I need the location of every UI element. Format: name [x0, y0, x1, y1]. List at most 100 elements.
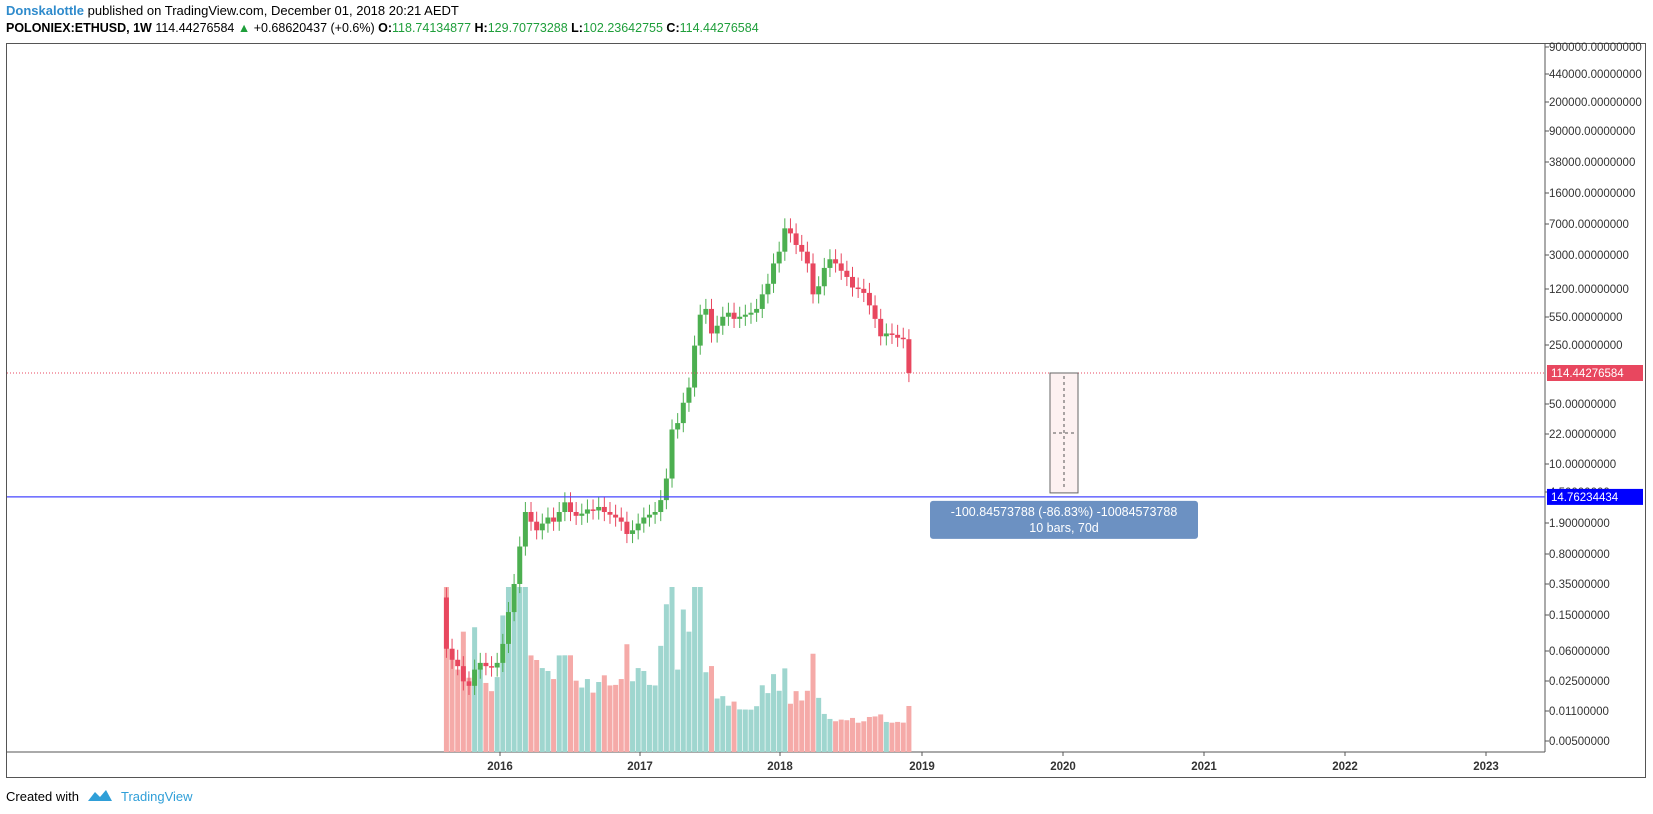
volume-bar: [759, 685, 765, 752]
candle-body: [466, 681, 472, 686]
candle-body: [866, 292, 872, 306]
volume-bar: [692, 587, 698, 752]
candle-body: [714, 325, 720, 334]
candle-body: [505, 612, 511, 644]
y-tick-label: 90000.00000000: [1549, 126, 1635, 138]
candle-body: [630, 530, 636, 534]
candle-body: [765, 283, 771, 295]
candle-body: [799, 244, 805, 252]
y-tick-label: 1.90000000: [1549, 518, 1610, 530]
measure-label-bg: [930, 500, 1198, 539]
volume-bar: [483, 682, 489, 752]
x-tick-label: 2018: [767, 761, 793, 773]
volume-bar: [771, 674, 777, 752]
volume-bar: [737, 709, 743, 752]
close-label: C:: [666, 21, 680, 35]
y-tick-label: 440000.00000000: [1549, 69, 1642, 81]
volume-bar: [500, 615, 506, 752]
candle-body: [601, 506, 607, 513]
candle-body: [855, 287, 861, 290]
candle-body: [742, 314, 748, 317]
candle-body: [725, 312, 731, 317]
volume-bar: [827, 718, 833, 752]
candle-body: [669, 429, 675, 479]
candle-body: [697, 314, 703, 346]
candle-body: [782, 228, 788, 252]
candle-body: [596, 506, 602, 511]
volume-bar: [573, 680, 579, 752]
symbol-info-bar: POLONIEX:ETHUSD, 1W 114.44276584 ▲ +0.68…: [6, 21, 759, 35]
y-tick-label: 0.01100000: [1549, 706, 1609, 718]
volume-bar: [590, 692, 596, 752]
volume-bar: [528, 655, 534, 752]
volume-bar: [607, 685, 613, 752]
candle-body: [776, 251, 782, 264]
author-link[interactable]: Donskalottle: [6, 3, 85, 18]
volume-bar: [517, 587, 523, 752]
volume-bar: [720, 696, 726, 752]
y-axis[interactable]: 900000.00000000 440000.00000000 200000.000…: [1544, 42, 1642, 752]
volume-bar: [821, 713, 827, 752]
published-text: published on TradingView.com, December 0…: [84, 3, 459, 18]
publish-info: Donskalottle published on TradingView.co…: [6, 3, 459, 18]
volume-bar: [562, 655, 568, 752]
y-tick-label: 1200.00000000: [1549, 284, 1629, 296]
volume-bar: [477, 668, 483, 752]
candle-body: [489, 666, 495, 668]
volume-bar: [551, 679, 557, 752]
measure-tool[interactable]: -100.84573788 (-86.83%) -10084573788 10 b…: [930, 372, 1198, 539]
candle-body: [686, 387, 692, 403]
candle-body: [771, 263, 777, 284]
tradingview-link[interactable]: TradingView: [120, 789, 193, 804]
price-badge-bg: [1547, 365, 1643, 381]
candle-body: [641, 517, 647, 524]
volume-bar: [601, 675, 607, 752]
volume-bar: [641, 670, 647, 752]
volume-bar: [787, 703, 793, 752]
up-arrow-icon: ▲: [237, 21, 251, 35]
high-value: 129.70773288: [487, 21, 568, 35]
candle-body: [545, 517, 551, 524]
candle-body: [568, 502, 573, 513]
candle-body: [500, 643, 506, 663]
x-tick-label: 2017: [627, 761, 653, 773]
volume-bar: [630, 681, 636, 752]
volume-bar: [900, 722, 906, 752]
support-badge-label: 14.76234434: [1551, 492, 1619, 504]
y-tick-label: 38000.00000000: [1549, 157, 1635, 169]
x-tick-label: 2021: [1191, 761, 1217, 773]
y-tick-label: 0.80000000: [1549, 549, 1610, 561]
candle-body: [821, 267, 827, 287]
volume-bar: [449, 649, 455, 752]
volume-bar: [646, 684, 652, 752]
volume-bar: [579, 687, 585, 752]
volume-bar: [680, 609, 686, 752]
volume-bar: [505, 587, 511, 752]
price-badge-label: 114.44276584: [1551, 368, 1624, 380]
candle-body: [720, 316, 726, 326]
candle-body: [539, 523, 545, 531]
y-tick-label: 550.00000000: [1549, 312, 1623, 324]
volume-bar: [511, 587, 517, 752]
volume-bar: [833, 721, 839, 752]
candle-body: [787, 228, 793, 234]
candle-body: [590, 509, 596, 511]
y-tick-label: 0.06000000: [1549, 646, 1610, 658]
volume-bar: [697, 587, 703, 752]
candle-body: [472, 669, 478, 686]
candle-body: [680, 402, 686, 424]
volume-bar: [669, 587, 675, 752]
x-axis[interactable]: 2016 2017 2018 2019 2020 2021 2022 2023: [7, 751, 1545, 773]
y-tick-label: 50.00000000: [1549, 399, 1616, 411]
candle-body: [833, 259, 839, 264]
candles: [443, 218, 912, 695]
chart-frame[interactable]: [6, 43, 1646, 778]
y-tick-label: 0.02500000: [1549, 676, 1610, 688]
volume-bar: [754, 706, 760, 752]
tradingview-logo-icon[interactable]: [87, 788, 113, 805]
volume-bar: [618, 679, 624, 752]
candle-body: [703, 308, 709, 315]
x-tick-label: 2016: [487, 761, 513, 773]
candle-body: [759, 294, 765, 309]
